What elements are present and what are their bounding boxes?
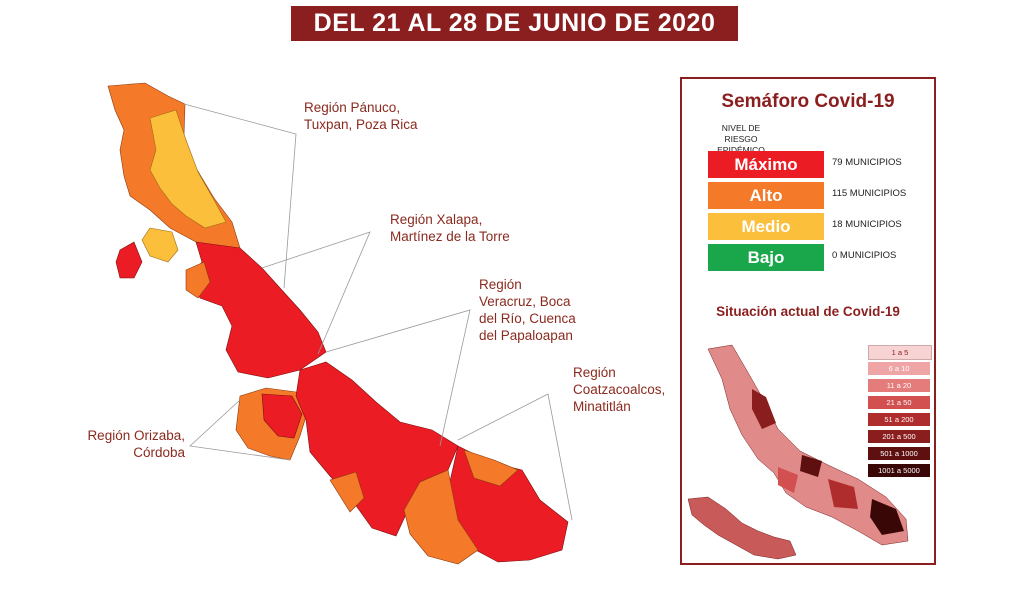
- map-zone-xalapa-alto: [185, 261, 211, 299]
- semaforo-panel: Semáforo Covid-19 NIVEL DE RIESGO EPIDÉMI…: [680, 77, 936, 565]
- legend-6-10: 6 a 10: [868, 362, 930, 375]
- semaforo-title: Semáforo Covid-19: [721, 91, 895, 112]
- region-label-veracruz: Región Veracruz, Boca del Río, Cuenca del …: [479, 277, 576, 343]
- mini-map-mexico: [687, 496, 797, 560]
- count-medio: 18 MUNICIPIOS: [832, 219, 902, 230]
- region-label-panuco: Región Pánuco, Tuxpan, Poza Rica: [304, 100, 418, 132]
- region-label-coatzacoalcos: Región Coatzacoalcos, Minatitlán: [573, 365, 666, 414]
- map-zone-coatza-alto: [403, 469, 479, 565]
- mini-map-dark-zone-1: [752, 389, 776, 429]
- mini-map-dark-zone-2: [800, 455, 822, 477]
- legend-501-1000: 501 a 1000: [868, 447, 930, 460]
- legend-1-5: 1 a 5: [868, 345, 932, 360]
- region-label-orizaba: Región Orizaba, Córdoba: [87, 428, 185, 460]
- mini-map-mid-zone-2: [778, 467, 798, 493]
- legend-201-500: 201 a 500: [868, 430, 930, 443]
- count-bajo: 0 MUNICIPIOS: [832, 250, 897, 261]
- legend-21-50: 21 a 50: [868, 396, 930, 409]
- legend-1001-5000: 1001 a 5000: [868, 464, 930, 477]
- map-zone-panuco-medio-2: [141, 227, 179, 263]
- mini-map-dark-zone-3: [870, 499, 904, 535]
- count-maximo: 79 MUNICIPIOS: [832, 157, 902, 168]
- legend-11-20: 11 a 20: [868, 379, 930, 392]
- map-zone-enclave: [115, 241, 143, 279]
- situation-mini-map: [687, 344, 909, 560]
- map-zone-coatza-alto-2: [463, 449, 519, 487]
- risk-level-label: NIVEL DE RIESGO EPIDÉMICO: [717, 123, 765, 155]
- map-zone-veracruz-alto: [329, 471, 365, 513]
- veracruz-risk-map: [107, 82, 573, 565]
- level-medio: Medio: [708, 213, 824, 240]
- legend-51-200: 51 a 200: [868, 413, 930, 426]
- page-title: DEL 21 AL 28 DE JUNIO DE 2020: [291, 6, 738, 41]
- map-zone-panuco-medio: [149, 109, 227, 229]
- map-zone-orizaba-maximo: [261, 393, 303, 439]
- region-label-xalapa: Región Xalapa, Martínez de la Torre: [390, 212, 510, 244]
- level-bajo: Bajo: [708, 244, 824, 271]
- situation-title: Situación actual de Covid-19: [716, 304, 900, 319]
- level-alto: Alto: [708, 182, 824, 209]
- mini-map-mid-zone-1: [828, 479, 858, 509]
- level-maximo: Máximo: [708, 151, 824, 178]
- callout-lines: [183, 103, 573, 521]
- map-zone-xalapa-maximo: [189, 241, 327, 379]
- count-alto: 115 MUNICIPIOS: [832, 188, 907, 199]
